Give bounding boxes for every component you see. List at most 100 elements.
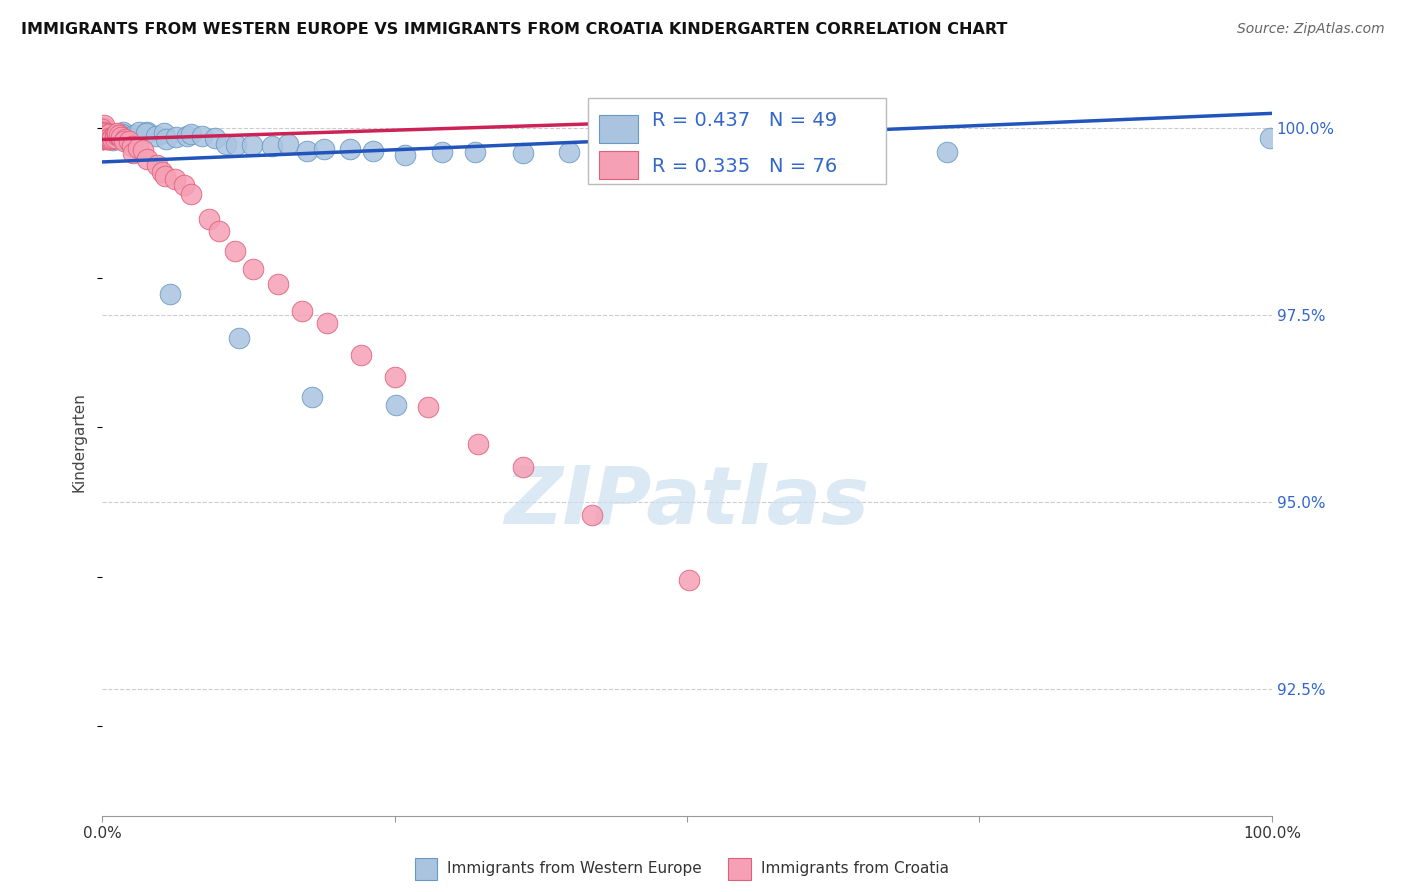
Point (93, 128, 115, 142)
Point (136, 153, 159, 167)
Point (394, 148, 416, 162)
Point (180, 127, 202, 141)
Point (150, 165, 173, 179)
Point (155, 169, 177, 184)
Point (94, 131, 117, 145)
Point (108, 128, 131, 142)
Point (100, 130, 122, 145)
Point (385, 398, 408, 412)
Point (770, 149, 793, 163)
Point (112, 134, 135, 148)
Point (93, 120, 115, 135)
Point (384, 369, 406, 384)
Point (93, 125, 115, 139)
Point (122, 146, 145, 161)
Point (176, 129, 198, 144)
Point (100, 132, 122, 146)
Point (165, 172, 187, 186)
Point (198, 211, 221, 226)
Point (96, 129, 118, 144)
Point (146, 158, 169, 172)
Point (315, 317, 337, 331)
Point (127, 141, 149, 155)
Point (153, 126, 176, 140)
Text: R = 0.437   N = 49: R = 0.437 N = 49 (652, 111, 837, 129)
Point (204, 131, 226, 145)
Point (91, 130, 114, 145)
Point (93, 124, 115, 138)
Point (97, 128, 120, 142)
Point (111, 128, 134, 142)
Point (91, 131, 114, 145)
Point (93, 127, 115, 141)
Point (98, 131, 121, 145)
Point (651, 151, 673, 165)
Point (710, 145, 733, 159)
Point (464, 145, 486, 159)
Point (266, 277, 288, 291)
FancyBboxPatch shape (599, 151, 638, 179)
Point (93, 131, 115, 145)
Text: R = 0.335   N = 76: R = 0.335 N = 76 (652, 157, 837, 176)
Point (93, 126, 115, 140)
Point (97, 131, 120, 145)
Point (155, 131, 177, 145)
Point (107, 126, 129, 140)
Point (295, 144, 318, 158)
Point (108, 128, 131, 143)
Point (112, 125, 135, 139)
Point (301, 390, 323, 404)
Point (94, 131, 117, 145)
Point (416, 400, 439, 414)
Point (581, 508, 603, 523)
Point (121, 139, 143, 153)
Point (159, 287, 181, 301)
Point (312, 142, 335, 156)
Point (145, 128, 167, 143)
Point (224, 244, 246, 258)
Y-axis label: Kindergarten: Kindergarten (72, 392, 86, 492)
Point (240, 137, 263, 152)
Point (607, 144, 630, 158)
Point (105, 127, 128, 141)
Point (98, 127, 121, 141)
Point (122, 130, 145, 145)
Point (260, 138, 283, 153)
Point (97, 129, 120, 144)
Point (100, 132, 122, 146)
Point (115, 130, 138, 145)
Point (936, 145, 959, 160)
Text: Immigrants from Croatia: Immigrants from Croatia (761, 862, 949, 876)
Point (91, 131, 114, 145)
Point (93, 128, 115, 142)
Point (93, 118, 115, 132)
Text: Source: ZipAtlas.com: Source: ZipAtlas.com (1237, 22, 1385, 37)
Point (93, 120, 115, 135)
Text: Immigrants from Western Europe: Immigrants from Western Europe (447, 862, 702, 876)
Point (104, 128, 127, 142)
Point (110, 129, 132, 144)
Point (291, 304, 314, 318)
Point (111, 132, 134, 146)
Point (339, 141, 361, 155)
Point (97, 132, 120, 146)
Point (678, 573, 700, 587)
Point (105, 128, 128, 142)
Point (96, 130, 118, 145)
Point (512, 460, 534, 475)
Point (90, 125, 112, 139)
Point (128, 125, 150, 139)
Point (350, 348, 373, 362)
Point (91, 131, 114, 145)
Point (215, 137, 238, 152)
Point (96, 128, 118, 143)
Point (124, 128, 146, 142)
Point (101, 132, 124, 146)
Point (277, 136, 299, 151)
FancyBboxPatch shape (588, 98, 886, 185)
Point (96, 132, 118, 146)
Point (101, 130, 124, 145)
Point (101, 129, 124, 144)
Point (90, 130, 112, 145)
Point (90, 125, 112, 139)
